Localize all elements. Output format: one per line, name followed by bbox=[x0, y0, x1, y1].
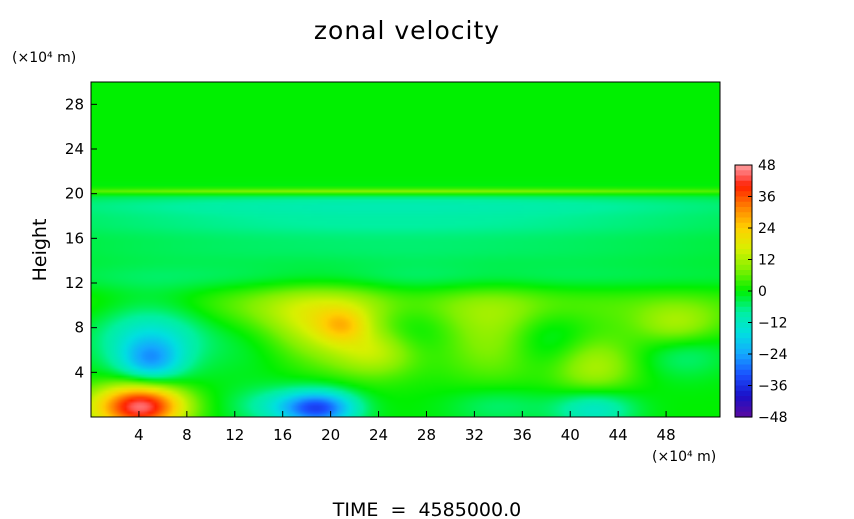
colorbar-band bbox=[735, 338, 752, 345]
x-tick-label: 12 bbox=[225, 426, 244, 444]
colorbar-tick-label: −48 bbox=[758, 410, 788, 426]
colorbar-tick-label: 12 bbox=[758, 253, 776, 269]
x-tick-label: 28 bbox=[417, 426, 436, 444]
y-axis-unit-label: (×10⁴ m) bbox=[12, 50, 76, 66]
y-tick-label: 8 bbox=[74, 319, 84, 337]
colorbar-band bbox=[735, 280, 752, 287]
colorbar-band bbox=[735, 285, 752, 292]
colorbar-band bbox=[735, 249, 752, 255]
colorbar-band bbox=[735, 390, 752, 397]
x-tick-label: 16 bbox=[273, 426, 292, 444]
y-tick-label: 24 bbox=[65, 140, 84, 158]
colorbar-band bbox=[735, 238, 752, 245]
colorbar-band bbox=[735, 180, 752, 187]
colorbar-band bbox=[735, 348, 752, 355]
heatmap-plot-area bbox=[90, 81, 721, 418]
colorbar-band bbox=[735, 411, 752, 418]
colorbar-band bbox=[735, 275, 752, 282]
colorbar-band bbox=[735, 385, 752, 392]
x-axis-ticks: 4 8 12 16 20 24 28 32 36 40 44 48 bbox=[134, 411, 676, 444]
colorbar-band bbox=[735, 301, 752, 308]
colorbar-tick-label: −24 bbox=[758, 347, 788, 363]
colorbar-band bbox=[735, 170, 752, 177]
colorbar-band bbox=[735, 165, 752, 171]
y-tick-label: 4 bbox=[74, 363, 84, 381]
colorbar-band bbox=[735, 233, 752, 240]
colorbar-band bbox=[735, 186, 752, 192]
y-tick-label: 28 bbox=[65, 95, 84, 113]
colorbar-tick-label: 48 bbox=[758, 158, 776, 174]
colorbar-band bbox=[735, 406, 752, 413]
colorbar-band bbox=[735, 306, 752, 313]
colorbar-band bbox=[735, 207, 752, 213]
x-tick-label: 40 bbox=[561, 426, 580, 444]
x-tick-label: 32 bbox=[465, 426, 484, 444]
colorbar-band bbox=[735, 264, 752, 271]
colorbar-tick-label: 24 bbox=[758, 221, 776, 237]
x-tick-label: 24 bbox=[369, 426, 388, 444]
colorbar-band bbox=[735, 359, 752, 366]
y-axis-ticks: 4 8 12 16 20 24 28 bbox=[65, 95, 97, 381]
x-tick-label: 36 bbox=[513, 426, 532, 444]
colorbar-band bbox=[735, 401, 752, 408]
colorbar-band bbox=[735, 191, 752, 198]
colorbar-band bbox=[735, 343, 752, 350]
colorbar-band bbox=[735, 396, 752, 402]
colorbar-band bbox=[735, 201, 752, 208]
colorbar-band bbox=[735, 254, 752, 261]
y-tick-label: 16 bbox=[65, 229, 84, 247]
colorbar-band bbox=[735, 333, 752, 339]
colorbar-band bbox=[735, 364, 752, 371]
colorbar-band bbox=[735, 243, 752, 250]
colorbar-band bbox=[735, 380, 752, 387]
colorbar-tick-label: −12 bbox=[758, 316, 788, 332]
time-footer: TIME = 4585000.0 bbox=[332, 499, 521, 519]
x-tick-label: 20 bbox=[321, 426, 340, 444]
x-tick-label: 8 bbox=[182, 426, 192, 444]
colorbar: 48 36 24 12 0 −12 −24 −36 −48 bbox=[734, 158, 788, 426]
x-tick-label: 44 bbox=[609, 426, 628, 444]
colorbar-band bbox=[735, 291, 752, 297]
colorbar-band bbox=[735, 317, 752, 324]
y-tick-label: 12 bbox=[65, 274, 84, 292]
chart-title: zonal velocity bbox=[314, 16, 500, 45]
colorbar-band bbox=[735, 322, 752, 329]
colorbar-band bbox=[735, 354, 752, 360]
colorbar-band bbox=[735, 222, 752, 229]
x-tick-label: 48 bbox=[657, 426, 676, 444]
colorbar-band bbox=[735, 270, 752, 276]
x-axis-unit-label: (×10⁴ m) bbox=[652, 449, 716, 465]
colorbar-band bbox=[735, 296, 752, 303]
colorbar-band bbox=[735, 312, 752, 318]
colorbar-band bbox=[735, 217, 752, 224]
colorbar-band bbox=[735, 212, 752, 219]
colorbar-tick-label: 0 bbox=[758, 284, 767, 300]
colorbar-tick-label: −36 bbox=[758, 379, 788, 395]
colorbar-band bbox=[735, 228, 752, 234]
colorbar-band bbox=[735, 196, 752, 203]
colorbar-band bbox=[735, 375, 752, 381]
plot-frame bbox=[90, 81, 721, 418]
colorbar-band bbox=[735, 369, 752, 376]
colorbar-band bbox=[735, 175, 752, 182]
x-tick-label: 4 bbox=[134, 426, 144, 444]
colorbar-band bbox=[735, 259, 752, 266]
y-tick-label: 20 bbox=[65, 185, 84, 203]
zonal-velocity-field bbox=[91, 82, 720, 417]
y-axis-label: Height bbox=[29, 219, 51, 282]
colorbar-band bbox=[735, 327, 752, 334]
colorbar-tick-label: 36 bbox=[758, 190, 776, 206]
